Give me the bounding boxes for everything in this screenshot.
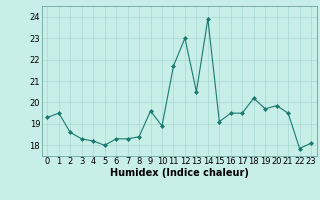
X-axis label: Humidex (Indice chaleur): Humidex (Indice chaleur) (110, 168, 249, 178)
